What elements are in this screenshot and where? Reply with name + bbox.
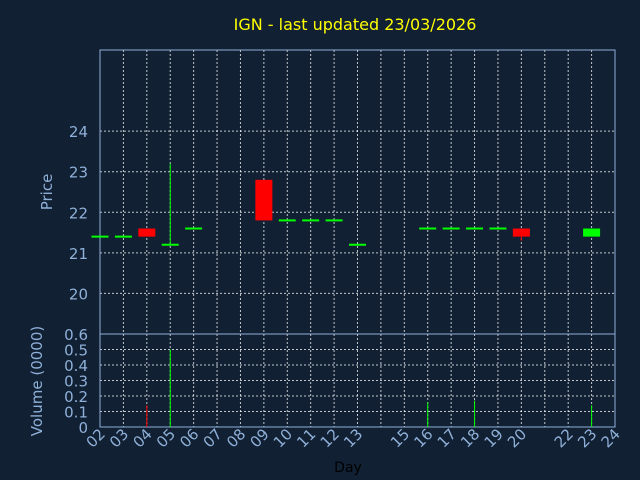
volume-tick-label: 0.2: [64, 388, 88, 406]
price-panel: 20 21 22 23 24: [69, 49, 616, 335]
candle-body: [114, 235, 132, 238]
candle-body: [255, 179, 273, 221]
candle-body: [442, 227, 460, 230]
x-axis-label: Day: [334, 460, 362, 476]
candle-body: [466, 227, 484, 230]
volume-panel: 00.10.20.30.40.50.6020304050607080910111…: [64, 326, 624, 451]
candle-body: [489, 227, 507, 230]
candle-body: [349, 243, 366, 246]
x-tick-label: 19: [481, 425, 507, 451]
volume-tick-label: 0.4: [64, 357, 88, 375]
x-tick-label: 08: [223, 425, 249, 451]
chart-title: IGN - last updated 23/03/2026: [234, 15, 477, 34]
price-tick-label: 20: [69, 285, 88, 303]
candle-body: [161, 243, 179, 246]
x-tick-label: 05: [153, 425, 179, 451]
volume-tick-label: 0.5: [64, 342, 88, 360]
candle-body: [512, 228, 530, 237]
x-tick-label: 04: [129, 425, 155, 451]
x-tick-label: 03: [106, 425, 132, 451]
volume-tick-label: 0.3: [64, 373, 88, 391]
price-tick-label: 23: [69, 164, 88, 182]
volume-tick-label: 0.6: [64, 326, 88, 344]
x-tick-label: 09: [246, 425, 272, 451]
x-tick-label: 23: [574, 425, 600, 451]
volume-axis-label: Volume (0000): [28, 326, 46, 436]
x-tick-label: 10: [270, 425, 296, 451]
x-tick-label: 15: [387, 425, 413, 451]
x-tick-label: 06: [176, 425, 202, 451]
x-tick-label: 12: [317, 425, 343, 451]
x-tick-label: 18: [457, 425, 483, 451]
candle-body: [185, 227, 203, 230]
price-axis-label: Price: [38, 174, 56, 211]
x-tick-label: 13: [340, 425, 366, 451]
price-tick-label: 24: [69, 123, 88, 141]
x-tick-label: 22: [551, 425, 577, 451]
candle-body: [138, 228, 156, 237]
x-tick-label: 20: [504, 425, 530, 451]
candle-body: [91, 235, 109, 238]
x-tick-label: 16: [410, 425, 436, 451]
candle-body: [583, 228, 601, 237]
price-tick-label: 22: [69, 204, 88, 222]
candle-body: [325, 219, 343, 222]
price-tick-label: 21: [69, 245, 88, 263]
candle-body: [302, 219, 320, 222]
x-tick-label: 11: [293, 425, 319, 451]
x-tick-label: 24: [598, 425, 624, 451]
volume-tick-label: 0: [78, 419, 88, 437]
volume-tick-label: 0.1: [64, 404, 88, 422]
candle-body: [278, 219, 296, 222]
x-tick-label: 17: [434, 425, 460, 451]
x-tick-label: 07: [200, 425, 226, 451]
candle-body: [419, 227, 437, 230]
volume-frame: [99, 333, 616, 428]
